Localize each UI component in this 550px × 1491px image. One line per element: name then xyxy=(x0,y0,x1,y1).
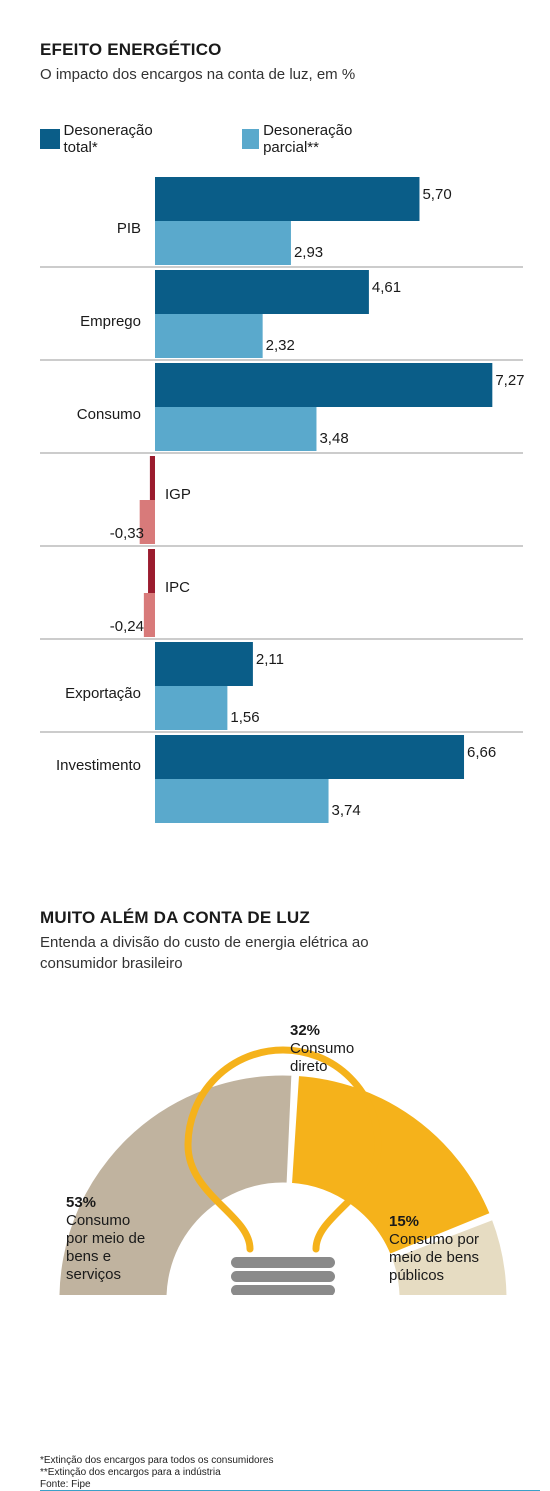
category-label-pib: PIB xyxy=(117,220,141,237)
pie-label-public: 15% Consumo por meio de bens públicos xyxy=(389,1213,479,1285)
value-label-investimento-parcial: 3,74 xyxy=(332,802,361,819)
value-label-ipc-parcial: -0,24 xyxy=(110,618,144,635)
pie-label-public-pct: 15% xyxy=(389,1213,420,1230)
bar-investimento-total xyxy=(155,735,465,779)
pie-slice-public xyxy=(388,1216,510,1295)
bar-igp-total xyxy=(149,456,155,500)
pie-chart xyxy=(56,1046,510,1295)
footnote-2: **Extinção dos encargos para a indústria xyxy=(40,1467,221,1478)
legend-swatch-total xyxy=(40,129,60,149)
bar-emprego-total xyxy=(155,270,369,314)
value-label-consumo-parcial: 3,48 xyxy=(319,430,348,447)
bar-igp-parcial xyxy=(139,500,155,544)
legend-item-parcial: Desoneração parcial** xyxy=(242,122,361,156)
pie-label-public-line3: públicos xyxy=(389,1267,445,1284)
bar-investimento-parcial xyxy=(155,779,329,823)
bar-pib-parcial xyxy=(155,221,291,265)
bulb-base-ring xyxy=(231,1271,335,1282)
chart-subtitle: O impacto dos encargos na conta de luz, … xyxy=(40,66,356,83)
category-label-ipc: IPC xyxy=(165,579,190,596)
pie-label-direct-line1: Consumo xyxy=(290,1040,355,1057)
legend-item-total: Desoneração total* xyxy=(40,122,159,156)
value-label-investimento-total: 6,66 xyxy=(467,744,496,761)
value-label-pib-total: 5,70 xyxy=(422,186,451,203)
bar-consumo-total xyxy=(155,363,493,407)
pie-label-direct-line2: direto xyxy=(290,1058,328,1075)
pie-label-public-line2: meio de bens xyxy=(389,1249,480,1266)
pie-label-public-line1: Consumo por xyxy=(389,1231,480,1248)
value-label-pib-parcial: 2,93 xyxy=(294,244,323,261)
bar-pib-total xyxy=(155,177,420,221)
pie-label-goods-line1: Consumo xyxy=(66,1212,131,1229)
category-label-igp: IGP xyxy=(165,486,191,503)
lightbulb-icon xyxy=(184,1046,382,1253)
footnote-1: *Extinção dos encargos para todos os con… xyxy=(40,1455,274,1466)
bar-chart: 5,70 2,93 PIB 4,61 2,32 Emprego 7,27 3,48 Consum… xyxy=(40,177,525,823)
bar-exportação-total xyxy=(155,642,253,686)
chart-title: EFEITO ENERGÉTICO xyxy=(40,40,222,59)
source-note: Fonte: Fipe xyxy=(40,1479,91,1490)
section2-subtitle-line1: Entenda a divisão do custo de energia el… xyxy=(40,934,369,951)
footnotes: *Extinção dos encargos para todos os con… xyxy=(40,1455,273,1491)
section2-subtitle-line2: consumidor brasileiro xyxy=(40,955,183,972)
pie-label-direct-pct: 32% xyxy=(290,1022,321,1039)
pie-label-goods-line4: serviços xyxy=(66,1266,122,1283)
pie-label-goods-pct: 53% xyxy=(66,1194,97,1211)
pie-label-goods-line3: bens e xyxy=(66,1248,112,1265)
bulb-base-ring xyxy=(231,1257,335,1268)
pie-label-goods: 53% Consumo por meio de bens e serviços xyxy=(66,1194,145,1284)
pie-label-direct: 32% Consumo direto xyxy=(290,1022,354,1076)
category-label-emprego: Emprego xyxy=(80,313,141,330)
category-label-exportação: Exportação xyxy=(65,685,141,702)
legend-label-parcial: Desoneração parcial** xyxy=(263,122,353,156)
bar-exportação-parcial xyxy=(155,686,228,730)
value-label-emprego-parcial: 2,32 xyxy=(266,337,295,354)
value-label-exportação-total: 2,11 xyxy=(256,651,284,668)
bar-emprego-parcial xyxy=(155,314,263,358)
bar-ipc-parcial xyxy=(143,593,155,637)
value-label-igp-parcial: -0,33 xyxy=(110,525,144,542)
bar-consumo-parcial xyxy=(155,407,317,451)
pie-slice-goods xyxy=(56,1072,295,1295)
section2-title: MUITO ALÉM DA CONTA DE LUZ xyxy=(40,908,310,927)
legend-swatch-parcial xyxy=(242,129,260,149)
category-label-consumo: Consumo xyxy=(77,406,141,423)
value-label-emprego-total: 4,61 xyxy=(372,279,401,296)
bar-ipc-total xyxy=(148,549,155,593)
value-label-exportação-parcial: 1,56 xyxy=(230,709,259,726)
value-label-consumo-total: 7,27 xyxy=(495,372,524,389)
bulb-base-ring xyxy=(231,1285,335,1295)
legend-label-total: Desoneração total* xyxy=(63,122,153,156)
pie-label-goods-line2: por meio de xyxy=(66,1230,146,1247)
category-label-investimento: Investimento xyxy=(56,757,141,774)
pie-slice-direct xyxy=(288,1072,494,1258)
